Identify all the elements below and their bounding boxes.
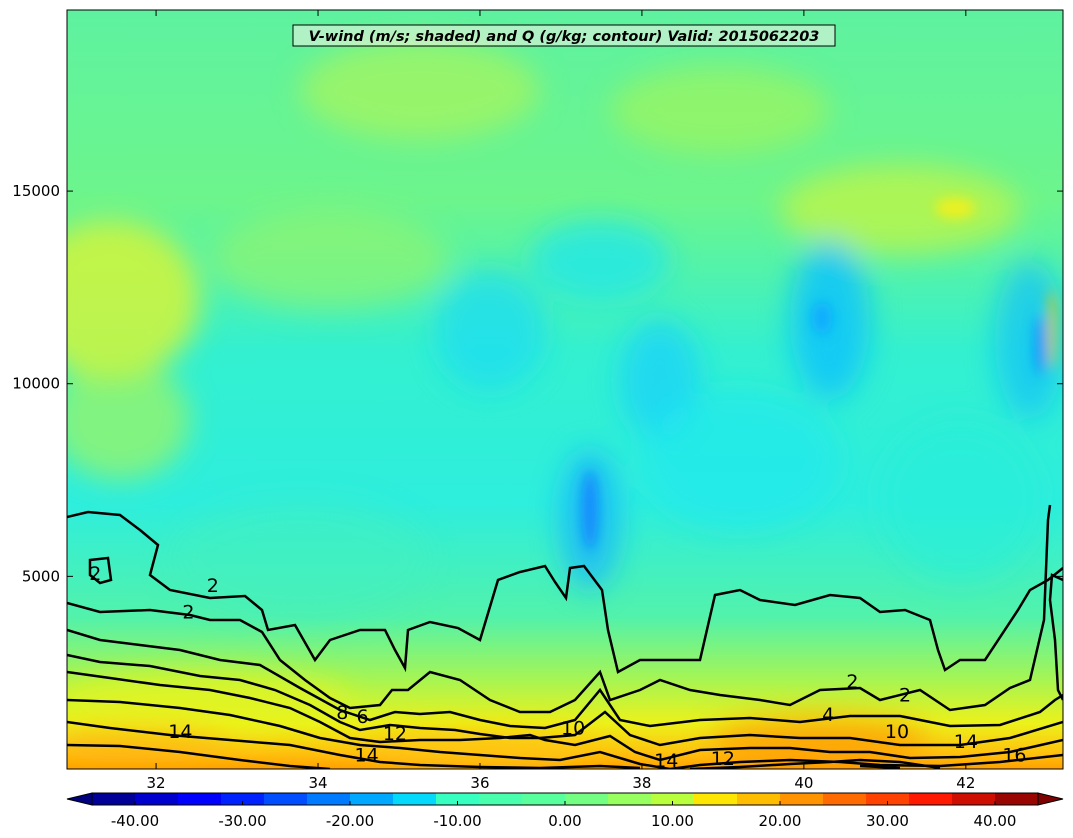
colorbar-segment bbox=[737, 793, 781, 805]
colorbar-segment bbox=[694, 793, 738, 805]
colorbar-segment bbox=[135, 793, 179, 805]
colorbar-tick-label: -40.00 bbox=[111, 812, 159, 830]
colorbar-segment bbox=[393, 793, 437, 805]
colorbar-tick-label: 30.00 bbox=[866, 812, 909, 830]
contour-line-2-outer bbox=[67, 510, 1063, 674]
chart-title-text: V-wind (m/s; shaded) and Q (g/kg; contou… bbox=[309, 29, 820, 45]
contour-label: 4 bbox=[822, 704, 834, 726]
contour-label: 16 bbox=[1002, 744, 1026, 766]
plot-frame bbox=[66, 9, 1064, 770]
colorbar-segment bbox=[823, 793, 867, 805]
contour-line-right-edge bbox=[1048, 573, 1063, 701]
colorbar-segment bbox=[522, 793, 566, 805]
contour-label: 14 bbox=[654, 750, 678, 772]
colorbar-tick-label: 20.00 bbox=[759, 812, 802, 830]
x-tick-label: 42 bbox=[956, 774, 975, 792]
contour-label: 14 bbox=[355, 744, 379, 766]
contour-label: 6 bbox=[357, 706, 369, 728]
colorbar-segment bbox=[178, 793, 222, 805]
y-tick-label: 5000 bbox=[22, 567, 60, 585]
colorbar-segment bbox=[866, 793, 910, 805]
y-axis: 5000 10000 15000 bbox=[12, 182, 1063, 585]
colorbar-segment bbox=[479, 793, 523, 805]
contour-line-16 bbox=[67, 743, 901, 769]
contour-line-2-loop bbox=[88, 556, 113, 585]
colorbar-segment bbox=[221, 793, 265, 805]
colorbar-segment bbox=[565, 793, 609, 805]
contour-label: 8 bbox=[336, 702, 348, 724]
x-axis: 32 34 36 38 40 42 bbox=[147, 10, 975, 792]
contour-label: 2 bbox=[182, 602, 194, 624]
x-tick-label: 34 bbox=[308, 774, 327, 792]
contour-label: 2 bbox=[89, 563, 101, 585]
colorbar-segment bbox=[780, 793, 824, 805]
contour-line-12 bbox=[67, 698, 1063, 769]
contour-line-14 bbox=[67, 720, 941, 769]
colorbar-tick-label: -30.00 bbox=[218, 812, 266, 830]
colorbar: -40.00 -30.00 -20.00 -10.00 0.00 10.00 20.00 30… bbox=[66, 792, 1064, 830]
contour-line-4 bbox=[67, 504, 1052, 714]
contour-label: 14 bbox=[168, 721, 192, 743]
contour-label: 2 bbox=[846, 671, 858, 693]
contour-label: 10 bbox=[561, 717, 585, 739]
colorbar-segment bbox=[651, 793, 695, 805]
colorbar-tick-label: -20.00 bbox=[326, 812, 374, 830]
colorbar-segment bbox=[307, 793, 351, 805]
colorbar-segment bbox=[909, 793, 953, 805]
x-tick-label: 40 bbox=[794, 774, 813, 792]
colorbar-segment bbox=[436, 793, 480, 805]
x-tick-label: 38 bbox=[632, 774, 651, 792]
colorbar-segment bbox=[608, 793, 652, 805]
colorbar-segment bbox=[350, 793, 394, 805]
colorbar-extend-max bbox=[1037, 792, 1064, 806]
colorbar-tick-label: 0.00 bbox=[548, 812, 581, 830]
colorbar-extend-min bbox=[66, 792, 93, 806]
contour-line-10 bbox=[67, 670, 1063, 762]
chart-title: V-wind (m/s; shaded) and Q (g/kg; contou… bbox=[292, 24, 836, 47]
humidity-contours bbox=[67, 504, 1063, 769]
contour-line-6 bbox=[67, 628, 1063, 730]
colorbar-tick-label: -10.00 bbox=[433, 812, 481, 830]
x-tick-label: 36 bbox=[470, 774, 489, 792]
y-tick-label: 10000 bbox=[12, 375, 60, 393]
contour-label: 2 bbox=[207, 575, 219, 597]
colorbar-segment bbox=[952, 793, 996, 805]
colorbar-tick-label: 40.00 bbox=[974, 812, 1017, 830]
contour-label: 12 bbox=[383, 723, 407, 745]
colorbar-segment bbox=[264, 793, 308, 805]
contour-label: 10 bbox=[885, 721, 909, 743]
contour-label: 12 bbox=[711, 748, 735, 770]
colorbar-tick-label: 10.00 bbox=[651, 812, 694, 830]
vwind-shading bbox=[67, 10, 1063, 769]
x-tick-label: 32 bbox=[147, 774, 166, 792]
colorbar-segment bbox=[92, 793, 136, 805]
contour-label: 2 bbox=[899, 685, 911, 707]
y-tick-label: 15000 bbox=[12, 182, 60, 200]
contour-label: 14 bbox=[954, 731, 978, 753]
colorbar-segment bbox=[995, 793, 1039, 805]
